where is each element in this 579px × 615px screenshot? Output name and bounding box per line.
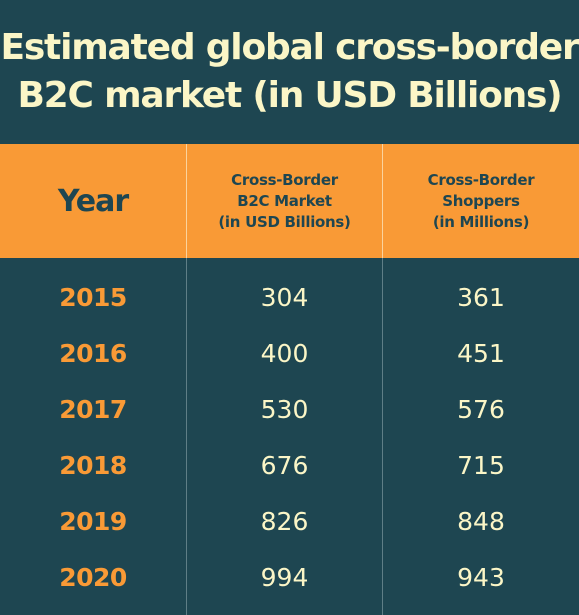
year-cell: 2020 [59,562,127,592]
table-row: 2017 530 576 [0,381,579,437]
title-line-2: B2C market (in USD Billions) [17,75,562,116]
header-shoppers: Cross-Border Shoppers (in Millions) [383,144,579,258]
header-market: Cross-Border B2C Market (in USD Billions… [186,144,383,258]
market-value-cell: 994 [260,562,309,592]
year-cell: 2017 [59,394,127,424]
header-divider-1 [186,144,187,258]
shoppers-value-cell: 943 [457,562,505,592]
table-row: 2016 400 451 [0,325,579,381]
market-value-cell: 304 [260,282,309,312]
market-value-cell: 676 [260,450,309,480]
shoppers-value-cell: 451 [457,338,505,368]
header-year: Year [57,183,129,219]
table-row: 2019 826 848 [0,493,579,549]
shoppers-value-cell: 715 [457,450,505,480]
title-line-1: Estimated global cross-border [0,27,579,68]
header-divider-2 [382,144,383,258]
year-cell: 2016 [59,338,127,368]
shoppers-value-cell: 361 [457,282,505,312]
table-row: 2018 676 715 [0,437,579,493]
column-divider-2 [382,258,383,615]
header-shoppers-line-3: (in Millions) [432,212,530,231]
header-shoppers-line-2: Shoppers [442,191,520,210]
header-shoppers-line-1: Cross-Border [427,170,535,189]
market-value-cell: 400 [260,338,309,368]
shoppers-value-cell: 848 [457,506,505,536]
year-cell: 2015 [59,282,127,312]
year-cell: 2018 [59,450,127,480]
header-market-line-1: Cross-Border [231,170,338,189]
shoppers-value-cell: 576 [457,394,505,424]
year-cell: 2019 [59,506,127,536]
column-divider-1 [186,258,187,615]
header-market-line-3: (in USD Billions) [218,212,351,231]
chart-title: Estimated global cross-border B2C market… [0,0,579,144]
table-row: 2015 304 361 [0,269,579,325]
header-market-line-2: B2C Market [237,191,332,210]
table-header: Year Cross-Border B2C Market (in USD Bil… [0,144,579,258]
table-row: 2020 994 943 [0,549,579,605]
market-value-cell: 530 [260,394,309,424]
market-value-cell: 826 [260,506,309,536]
